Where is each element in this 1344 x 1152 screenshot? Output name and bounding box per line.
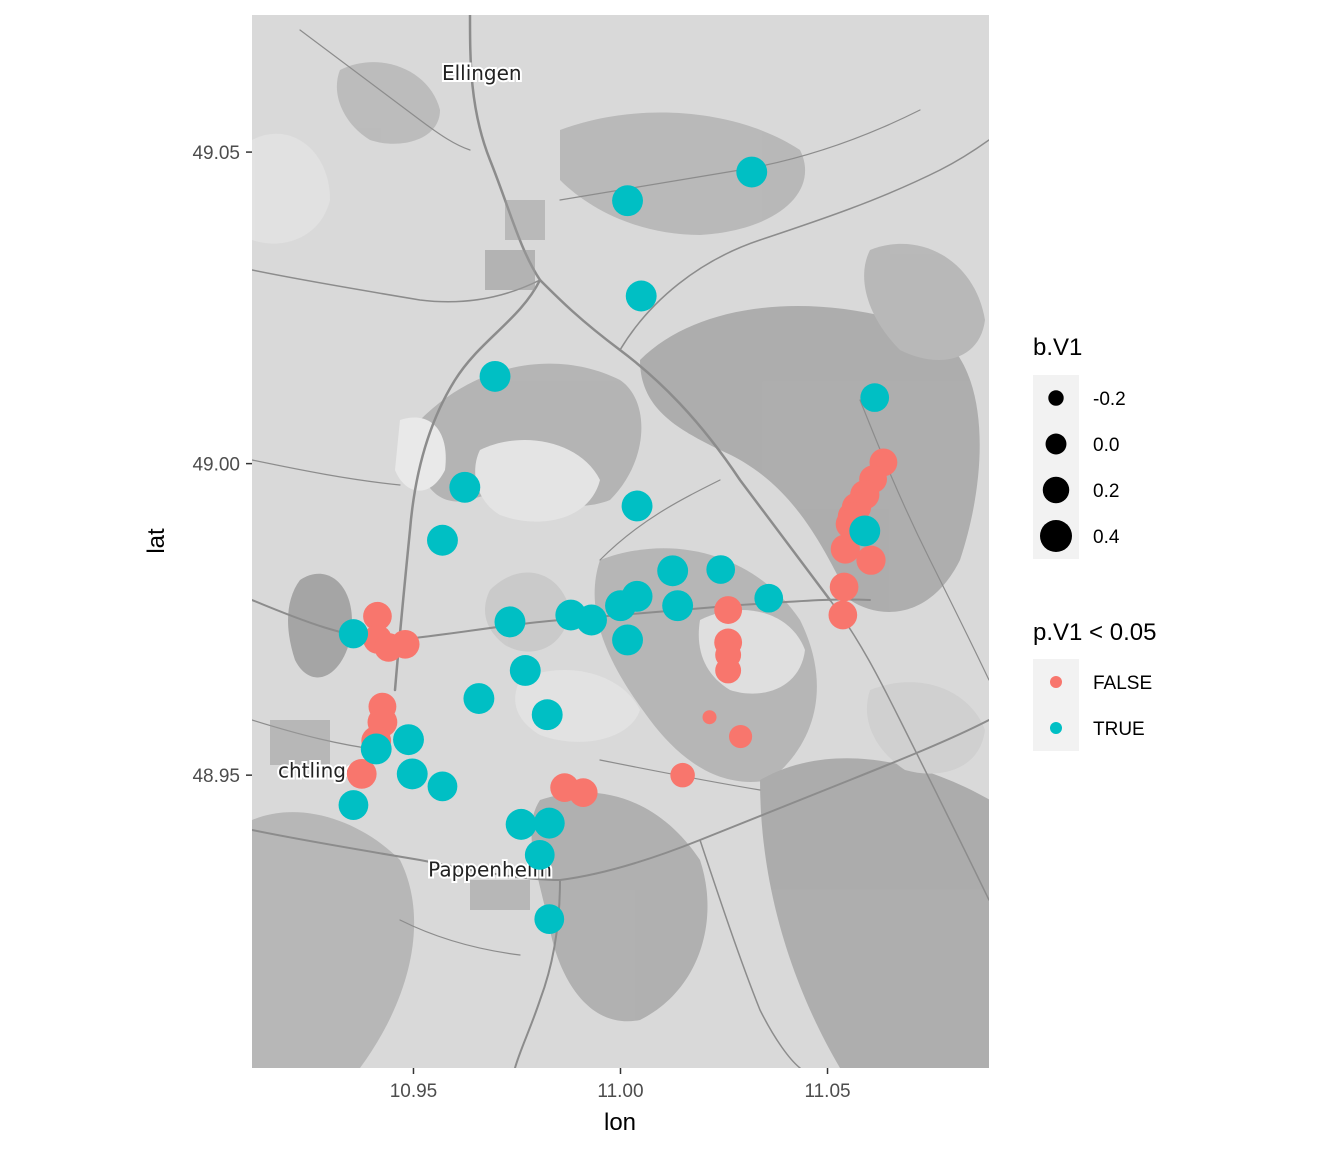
size-legend-key [1045,433,1067,455]
color-legend: p.V1 < 0.05 FALSE TRUE [1033,619,1156,751]
size-legend-label: 0.0 [1093,435,1119,456]
x-axis: 10.95 11.00 11.05 [390,1068,851,1102]
data-point [509,655,541,686]
color-legend-label: TRUE [1093,719,1145,740]
size-legend-key [1042,476,1070,504]
color-legend-label: FALSE [1093,673,1152,694]
data-point [568,778,598,807]
data-point [338,619,369,649]
x-tick-label: 11.05 [804,1081,850,1102]
place-label: Ellingen [442,61,522,85]
data-point [612,185,643,217]
y-tick-label: 49.05 [192,143,240,164]
data-point [729,724,753,749]
data-point [524,840,555,870]
data-point [829,572,859,602]
size-legend-label: 0.2 [1093,481,1119,502]
color-legend-key [1050,676,1062,688]
data-point [828,600,858,630]
x-axis-title: lon [604,1109,636,1136]
data-point [754,583,784,613]
data-point [856,545,886,575]
color-legend-title: p.V1 < 0.05 [1033,619,1156,646]
size-legend: b.V1 -0.2 0.0 0.2 0.4 [1033,334,1126,559]
data-point [849,515,881,547]
data-point [702,710,717,725]
y-tick-label: 48.95 [192,766,240,787]
data-point [625,280,657,312]
data-point [621,490,653,522]
data-point [505,808,537,840]
size-legend-title: b.V1 [1033,334,1082,361]
data-point [576,604,607,636]
data-point [463,683,495,714]
color-legend-key-background [1033,659,1079,751]
data-point [449,471,481,503]
x-tick-label: 10.95 [390,1081,438,1102]
data-point [393,724,424,756]
data-point [427,524,458,556]
x-tick-label: 11.00 [597,1081,643,1102]
data-point [736,156,768,188]
data-point [531,699,563,731]
data-point [657,555,689,587]
data-point [346,759,377,789]
data-points [338,156,898,934]
size-legend-label: -0.2 [1093,389,1126,410]
data-point [715,657,742,684]
data-point [612,624,643,656]
data-point [494,606,526,638]
data-point [479,360,511,392]
data-point [670,762,695,788]
size-legend-key [1040,520,1072,552]
data-point [363,601,392,631]
data-point [533,807,565,839]
data-point [390,629,420,659]
data-point [706,555,736,584]
data-point [662,590,694,622]
data-point [605,590,636,622]
data-point [427,771,458,802]
data-point [338,790,369,820]
town-areas [270,200,545,910]
data-point [860,383,890,412]
data-point [396,758,428,790]
y-axis: 48.95 49.00 49.05 [192,143,252,787]
data-point [360,733,392,765]
y-axis-title: lat [143,528,170,554]
data-point [714,596,743,624]
color-legend-key [1050,722,1062,734]
size-legend-label: 0.4 [1093,527,1120,548]
y-tick-label: 49.00 [192,455,240,476]
size-legend-key [1048,390,1064,406]
data-point [830,534,860,564]
data-point [534,904,565,934]
